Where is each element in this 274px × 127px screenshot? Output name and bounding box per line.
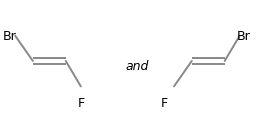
Text: Br: Br <box>3 30 16 43</box>
Text: Br: Br <box>237 30 251 43</box>
Text: F: F <box>78 97 85 109</box>
Text: F: F <box>160 97 167 109</box>
Text: and: and <box>125 60 149 73</box>
